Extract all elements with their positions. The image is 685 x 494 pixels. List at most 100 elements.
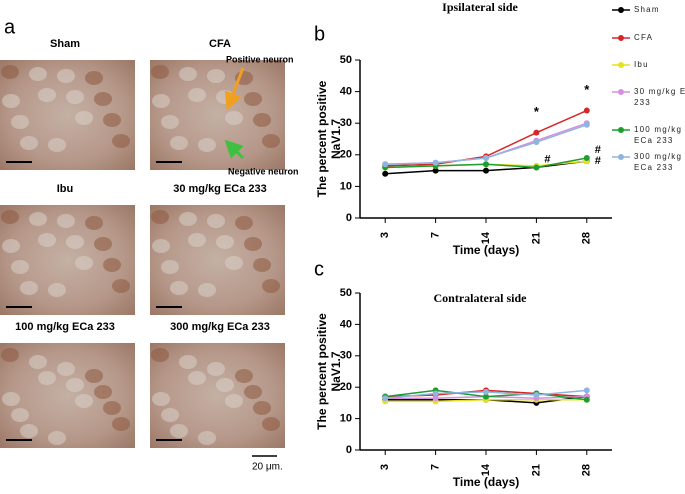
cell xyxy=(262,134,280,148)
cell xyxy=(75,256,93,270)
cell xyxy=(112,279,130,293)
scale-bar-label: 20 μm. xyxy=(252,462,283,473)
cell xyxy=(161,115,179,129)
cell xyxy=(103,258,121,272)
legend-label: 30 mg/kg ECa 233 xyxy=(634,87,685,107)
data-point xyxy=(382,161,389,168)
arrow-label: Positive neuron xyxy=(226,54,294,64)
cell xyxy=(151,65,169,79)
cell xyxy=(161,408,179,422)
y-tick-label: 20 xyxy=(340,149,352,161)
cell xyxy=(244,237,262,251)
data-point xyxy=(583,121,590,128)
cell xyxy=(188,371,206,385)
legend-label: 300 mg/kg ECa 233 xyxy=(634,152,683,172)
y-tick-label: 10 xyxy=(340,180,352,192)
cell xyxy=(244,92,262,106)
cell xyxy=(244,385,262,399)
annotation: # xyxy=(595,155,601,167)
chart-title: Ipsilateral side xyxy=(442,0,518,14)
cell xyxy=(57,214,75,228)
arrow xyxy=(224,67,245,111)
x-tick-label: 21 xyxy=(530,464,542,476)
cell xyxy=(198,283,216,297)
cell xyxy=(66,378,84,392)
cell xyxy=(29,212,47,226)
chart-title: Contralateral side xyxy=(434,291,528,305)
cell xyxy=(207,362,225,376)
cell xyxy=(66,235,84,249)
data-point xyxy=(483,154,489,161)
cell xyxy=(198,431,216,445)
cell xyxy=(235,216,253,230)
cell xyxy=(235,369,253,383)
annotation: # xyxy=(595,144,601,156)
cell xyxy=(179,355,197,369)
data-point xyxy=(432,390,439,397)
cell xyxy=(94,92,112,106)
cell xyxy=(94,237,112,251)
cell xyxy=(151,348,169,362)
y-tick-label: 10 xyxy=(340,413,352,425)
cell xyxy=(151,210,169,224)
data-point xyxy=(382,395,389,402)
cell xyxy=(225,256,243,270)
panel-label: c xyxy=(314,258,324,280)
y-tick-label: 30 xyxy=(340,117,352,129)
x-axis-label: Time (days) xyxy=(453,475,519,489)
x-tick-label: 28 xyxy=(581,232,593,244)
legend-label: Sham xyxy=(634,5,660,14)
data-point xyxy=(382,170,389,177)
data-point xyxy=(583,387,590,394)
cell xyxy=(170,136,188,150)
x-tick-label: 21 xyxy=(530,232,542,244)
cell xyxy=(1,65,19,79)
x-tick-label: 3 xyxy=(379,232,391,238)
y-axis-label: NaV1.7 xyxy=(329,351,343,391)
cell xyxy=(207,214,225,228)
data-point xyxy=(583,107,590,114)
cell xyxy=(11,115,29,129)
cell xyxy=(161,260,179,274)
cell xyxy=(188,233,206,247)
legend-marker xyxy=(618,7,624,13)
cell xyxy=(253,113,271,127)
cell xyxy=(75,111,93,125)
cell xyxy=(170,424,188,438)
y-tick-label: 30 xyxy=(340,350,352,362)
cell xyxy=(85,369,103,383)
y-tick-label: 40 xyxy=(340,86,352,98)
panel-label: a xyxy=(4,16,16,38)
panel-label: b xyxy=(314,23,325,45)
data-point xyxy=(483,167,489,174)
data-point xyxy=(533,164,540,171)
cell xyxy=(85,71,103,85)
cell xyxy=(57,69,75,83)
image-label: Sham xyxy=(50,38,80,50)
legend-marker xyxy=(618,62,624,68)
cell xyxy=(112,134,130,148)
data-point xyxy=(483,161,489,168)
annotation: # xyxy=(544,153,550,165)
image-label: Ibu xyxy=(57,183,74,195)
cell xyxy=(170,281,188,295)
annotation: * xyxy=(534,104,540,119)
y-tick-label: 0 xyxy=(346,212,352,224)
x-tick-label: 7 xyxy=(430,232,442,238)
cell xyxy=(262,279,280,293)
cell xyxy=(20,281,38,295)
y-tick-label: 50 xyxy=(340,287,352,299)
cell xyxy=(57,362,75,376)
cell xyxy=(152,94,170,108)
y-tick-label: 40 xyxy=(340,318,352,330)
x-tick-label: 3 xyxy=(379,464,391,470)
cell xyxy=(262,417,280,431)
image-label: 30 mg/kg ECa 233 xyxy=(173,183,267,195)
cell xyxy=(29,67,47,81)
legend-marker xyxy=(618,89,624,95)
x-tick-label: 7 xyxy=(430,464,442,470)
y-axis-label: The percent positive xyxy=(315,80,329,197)
legend-marker xyxy=(618,127,624,133)
